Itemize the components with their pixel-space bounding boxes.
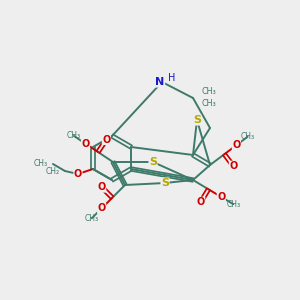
Text: CH₃: CH₃ [202, 100, 216, 109]
Text: O: O [98, 203, 106, 213]
Text: S: S [149, 157, 157, 167]
Text: H: H [168, 73, 176, 83]
Text: O: O [196, 197, 205, 207]
Text: O: O [229, 161, 238, 171]
Text: S: S [193, 115, 201, 125]
Text: CH₃: CH₃ [67, 131, 81, 140]
Text: CH₃: CH₃ [202, 88, 216, 97]
Text: CH₃: CH₃ [241, 132, 255, 141]
Text: CH₃: CH₃ [34, 160, 48, 169]
Text: O: O [217, 192, 225, 202]
Text: O: O [232, 140, 241, 150]
Text: O: O [74, 169, 82, 179]
Text: CH₃: CH₃ [226, 200, 240, 209]
Text: CH₃: CH₃ [85, 214, 99, 223]
Text: O: O [81, 139, 90, 149]
Text: CH₂: CH₂ [46, 167, 60, 176]
Text: O: O [98, 182, 106, 192]
Text: O: O [102, 134, 110, 145]
Text: S: S [161, 178, 169, 188]
Text: N: N [155, 77, 165, 87]
